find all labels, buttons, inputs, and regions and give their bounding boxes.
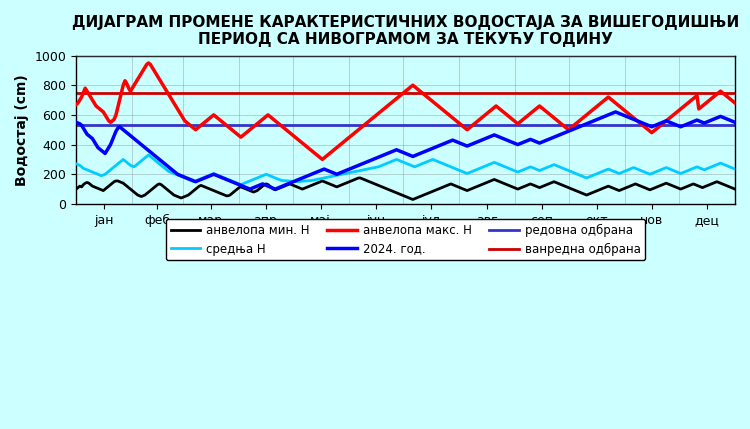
- Title: ДИЈАГРАМ ПРОМЕНЕ КАРАКТЕРИСТИЧНИХ ВОДОСТАЈА ЗА ВИШЕГОДИШЊИ
ПЕРИОД СА НИВОГРАМОМ : ДИЈАГРАМ ПРОМЕНЕ КАРАКТЕРИСТИЧНИХ ВОДОСТ…: [72, 15, 740, 47]
- Legend: анвелопа мин. H, средња H, анвелопа макс. H, 2024. год., редовна одбрана, ванред: анвелопа мин. H, средња H, анвелопа макс…: [166, 219, 645, 260]
- Y-axis label: Водостај (cm): Водостај (cm): [15, 74, 29, 186]
